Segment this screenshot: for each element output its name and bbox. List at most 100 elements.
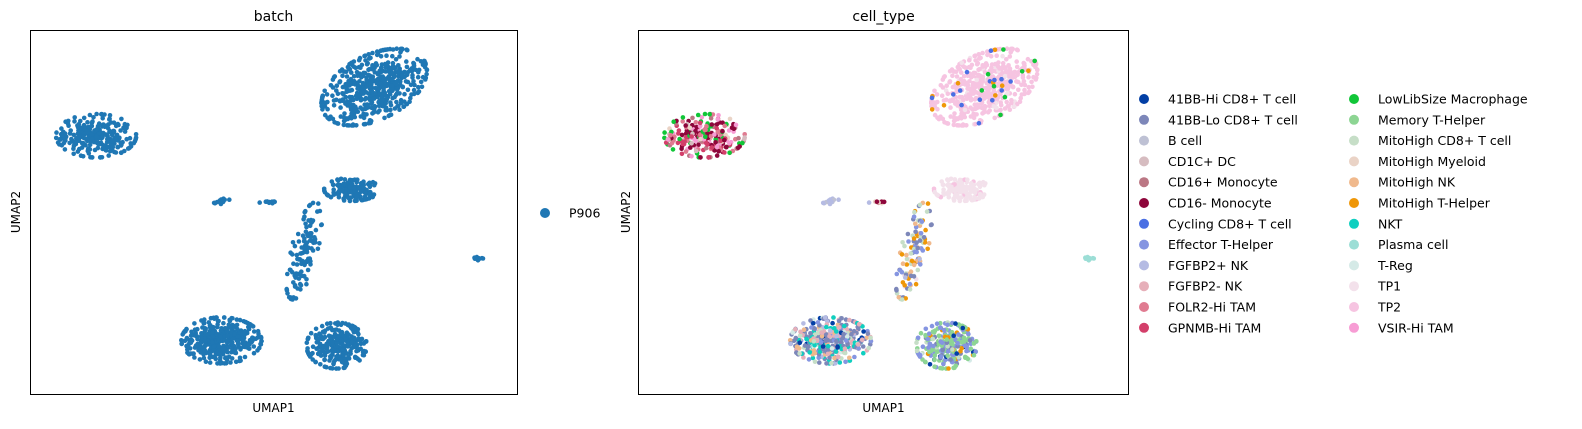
batch-point (232, 331, 237, 337)
batch-point (71, 146, 76, 151)
cell-type-point (1014, 64, 1020, 70)
cell-type-point (911, 274, 917, 279)
batch-point (405, 87, 411, 93)
batch-point (293, 296, 299, 301)
cell-type-point (911, 236, 917, 241)
batch-point (364, 84, 369, 89)
batch-point (96, 142, 102, 147)
cell-type-point (690, 115, 695, 121)
cell-type-point (865, 331, 871, 337)
batch-point (72, 115, 77, 120)
cell-type-point (787, 338, 793, 343)
cell-type-point (831, 315, 836, 320)
cell-type-point (702, 127, 708, 133)
batch-point (358, 189, 364, 194)
cell-type-point (962, 80, 967, 86)
cell-type-point (998, 112, 1003, 118)
cell-type-point (720, 128, 725, 134)
cell-type-point (953, 363, 959, 369)
cell-type-point (677, 136, 682, 142)
batch-point (95, 123, 101, 129)
cell-type-point (833, 349, 839, 354)
cell-type-legend-marker (1139, 94, 1149, 104)
cell-type-point (832, 355, 837, 361)
cell-type-point (742, 132, 747, 137)
batch-point (340, 84, 346, 90)
batch-point (341, 69, 347, 74)
cell-type-legend: 41BB-Hi CD8+ T cell 41BB-Lo CD8+ T cell B … (1139, 92, 1528, 335)
batch-point (319, 95, 325, 101)
batch-point (290, 297, 295, 302)
cell-type-point (833, 361, 838, 366)
batch-point (87, 142, 93, 148)
cell-type-point (894, 271, 900, 277)
batch-point (216, 343, 222, 349)
batch-point (353, 65, 358, 71)
cell-type-point (932, 353, 938, 358)
cell-type-point (733, 122, 739, 128)
cell-type-point (977, 66, 982, 72)
cell-type-point (927, 362, 933, 367)
batch-point (99, 111, 104, 117)
cell-type-point (967, 57, 972, 63)
cell-type-point (688, 145, 693, 150)
batch-point (304, 340, 310, 346)
cell-type-point (913, 229, 918, 235)
batch-point (81, 115, 87, 121)
cell-type-point (939, 340, 945, 346)
cell-type-point (970, 197, 976, 203)
cell-type-point (680, 119, 685, 124)
cell-type-point (812, 326, 817, 332)
cell-type-legend-marker (1139, 260, 1149, 271)
cell-type-point (980, 179, 986, 185)
batch-point (390, 47, 396, 52)
cell-type-point (709, 122, 715, 127)
cell-type-point (841, 331, 846, 337)
batch-point (375, 71, 381, 77)
cell-type-point (829, 346, 835, 351)
cell-type-point (945, 353, 950, 358)
cell-type-point (931, 343, 936, 349)
batch-point (133, 135, 139, 140)
batch-point (315, 246, 321, 252)
batch-point (118, 140, 124, 146)
cell-type-point (842, 323, 847, 329)
batch-point (72, 119, 77, 124)
cell-type-legend-marker (1349, 156, 1359, 167)
cell-type-legend-marker (1349, 260, 1359, 271)
cell-type-point (921, 235, 927, 240)
cell-type-point (935, 192, 940, 198)
batch-point (423, 77, 428, 82)
cell-type-point (950, 347, 955, 352)
batch-point (351, 97, 356, 103)
cell-type-point (957, 88, 963, 93)
batch-point (221, 320, 226, 326)
cell-type-point (713, 140, 718, 145)
batch-point (195, 336, 200, 342)
cell-type-point (974, 77, 979, 83)
cell-type-point (808, 331, 813, 336)
batch-point (363, 58, 368, 63)
batch-point (230, 346, 235, 352)
batch-point (233, 346, 238, 352)
batch-point (101, 145, 106, 150)
cell-type-point (689, 140, 694, 146)
cell-type-point (961, 97, 966, 103)
batch-point (354, 348, 359, 354)
batch-point (411, 60, 416, 66)
cell-type-point (836, 354, 841, 360)
batch-point (318, 362, 323, 367)
batch-point (290, 269, 295, 275)
cell-type-point (683, 149, 689, 154)
batch-point (197, 357, 203, 362)
batch-point (193, 343, 199, 348)
cell-type-point (918, 262, 923, 267)
batch-point (125, 122, 130, 128)
batch-point (398, 79, 403, 84)
cell-type-point (925, 336, 931, 342)
cell-type-point (804, 336, 809, 342)
cell-type-point (948, 176, 954, 182)
batch-point (211, 344, 217, 349)
cell-type-legend-marker (1139, 218, 1149, 229)
cell-type-point (976, 52, 982, 57)
